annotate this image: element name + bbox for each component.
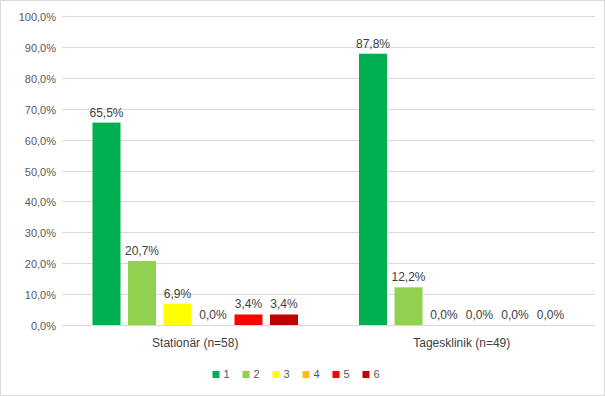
bar xyxy=(164,304,192,325)
data-label: 65,5% xyxy=(89,106,123,120)
grid-line xyxy=(62,201,595,202)
data-label: 20,7% xyxy=(125,244,159,258)
bar xyxy=(270,314,298,325)
tick-label: 30,0% xyxy=(25,227,56,239)
data-label: 3,4% xyxy=(270,297,298,311)
grid-line xyxy=(62,109,595,110)
bar xyxy=(235,314,263,325)
data-label: 0,0% xyxy=(199,308,227,322)
bar xyxy=(93,123,121,325)
legend-swatch xyxy=(333,371,340,378)
bar xyxy=(466,325,494,326)
legend-swatch xyxy=(363,371,370,378)
legend-label: 6 xyxy=(374,368,380,380)
data-label: 87,8% xyxy=(356,37,390,51)
legend-label: 4 xyxy=(314,368,320,380)
tick-label: 100,0% xyxy=(19,11,57,23)
bar xyxy=(501,325,529,326)
legend-label: 2 xyxy=(254,368,260,380)
bar xyxy=(395,287,423,325)
category-label: Stationär (n=58) xyxy=(152,336,238,350)
tick-label: 20,0% xyxy=(25,258,56,270)
data-label: 0,0% xyxy=(537,308,565,322)
chart-border xyxy=(1,1,605,396)
legend-label: 3 xyxy=(284,368,290,380)
data-label: 0,0% xyxy=(466,308,494,322)
tick-label: 50,0% xyxy=(25,166,56,178)
tick-label: 80,0% xyxy=(25,73,56,85)
data-label: 3,4% xyxy=(235,297,263,311)
grid xyxy=(62,17,595,326)
data-label: 6,9% xyxy=(164,287,192,301)
bar xyxy=(430,325,458,326)
data-label: 12,2% xyxy=(391,270,425,284)
legend-swatch xyxy=(243,371,250,378)
chart-container: 0,0%10,0%20,0%30,0%40,0%50,0%60,0%70,0%8… xyxy=(0,0,605,396)
legend-label: 5 xyxy=(344,368,350,380)
legend-swatch xyxy=(213,371,220,378)
legend-label: 1 xyxy=(224,368,230,380)
chart-svg: 0,0%10,0%20,0%30,0%40,0%50,0%60,0%70,0%8… xyxy=(0,0,605,396)
tick-label: 40,0% xyxy=(25,196,56,208)
grid-line xyxy=(62,16,595,17)
grid-line xyxy=(62,140,595,141)
bars xyxy=(93,54,423,325)
tick-label: 90,0% xyxy=(25,42,56,54)
legend: 1 2 3 4 5 6 xyxy=(213,368,380,380)
data-label: 0,0% xyxy=(430,308,458,322)
bar xyxy=(199,325,227,326)
data-label: 0,0% xyxy=(501,308,529,322)
grid-line xyxy=(62,171,595,172)
bar xyxy=(537,325,565,326)
tick-label: 70,0% xyxy=(25,104,56,116)
legend-swatch xyxy=(273,371,280,378)
data-labels: 65,5% 20,7% 6,9% 0,0% 3,4% 3,4% 87,8% 12,2% 0,0%… xyxy=(89,37,564,322)
grid-line xyxy=(62,78,595,79)
tick-label: 0,0% xyxy=(31,320,56,332)
grid-line xyxy=(62,232,595,233)
tick-label: 10,0% xyxy=(25,289,56,301)
grid-line xyxy=(62,325,595,326)
bar xyxy=(359,54,387,325)
tick-label: 60,0% xyxy=(25,135,56,147)
grid-line xyxy=(62,47,595,48)
category-label: Tagesklinik (n=49) xyxy=(413,336,510,350)
legend-swatch xyxy=(303,371,310,378)
x-axis xyxy=(62,325,595,326)
bar xyxy=(128,261,156,325)
